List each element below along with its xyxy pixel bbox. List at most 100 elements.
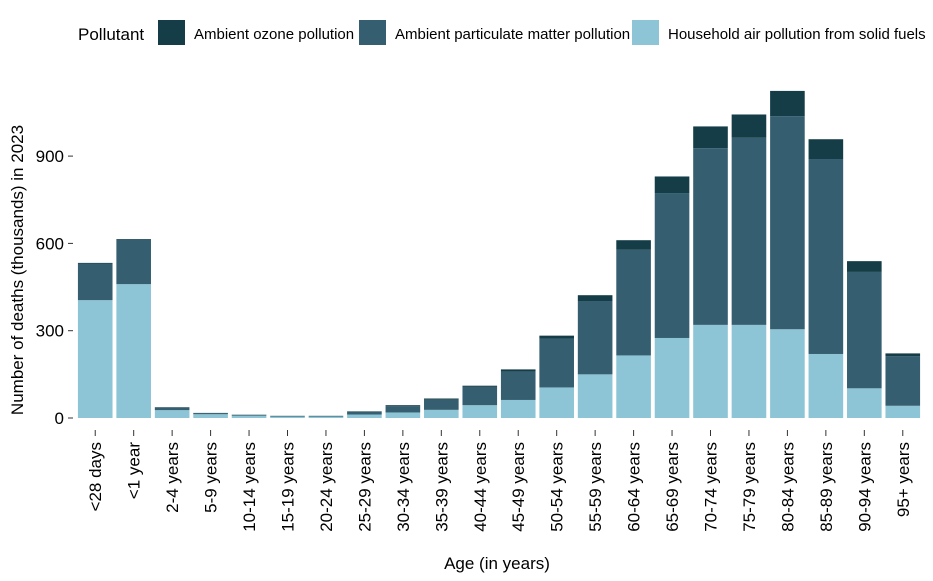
bar-15-19-years-household-air-pollution-from-solid-fuels bbox=[270, 416, 305, 418]
bar-5-9-years-household-air-pollution-from-solid-fuels bbox=[193, 414, 228, 418]
bar-60-64-years-household-air-pollution-from-solid-fuels bbox=[616, 355, 651, 418]
bar-90-94-years-household-air-pollution-from-solid-fuels bbox=[847, 388, 882, 418]
bar-20-24-years-household-air-pollution-from-solid-fuels bbox=[308, 416, 344, 418]
x-tick-label-30-34-years: 30-34 years bbox=[394, 442, 413, 532]
x-tick-label-25-29-years: 25-29 years bbox=[355, 442, 374, 532]
bar-28-days-household-air-pollution-from-solid-fuels bbox=[77, 300, 113, 418]
bar-30-34-years-ambient-particulate-matter-pollution bbox=[385, 406, 421, 413]
x-tick-label-15-19-years: 15-19 years bbox=[279, 442, 298, 532]
x-tick-label-75-79-years: 75-79 years bbox=[740, 442, 759, 532]
bar-group-5-9-years bbox=[193, 412, 228, 418]
bar-65-69-years-household-air-pollution-from-solid-fuels bbox=[654, 337, 690, 418]
bar-90-94-years-ambient-particulate-matter-pollution bbox=[847, 271, 882, 389]
bar-80-84-years-household-air-pollution-from-solid-fuels bbox=[770, 329, 805, 418]
legend-label-household-air-pollution-from-solid-fuels: Household air pollution from solid fuels bbox=[668, 26, 926, 43]
bar-10-14-years-household-air-pollution-from-solid-fuels bbox=[231, 415, 267, 418]
bar-55-59-years-ambient-ozone-pollution bbox=[577, 295, 613, 302]
bar-65-69-years-ambient-particulate-matter-pollution bbox=[654, 193, 690, 338]
x-tick-label-28-days: <28 days bbox=[86, 442, 105, 511]
bar-95-years-ambient-particulate-matter-pollution bbox=[885, 356, 921, 406]
y-tick-label-0: 0 bbox=[55, 409, 64, 428]
bar-35-39-years-ambient-ozone-pollution bbox=[424, 398, 459, 400]
bar-group-20-24-years bbox=[308, 415, 344, 418]
x-tick-label-60-64-years: 60-64 years bbox=[625, 442, 644, 532]
x-tick-label-70-74-years: 70-74 years bbox=[702, 442, 721, 532]
bar-28-days-ambient-particulate-matter-pollution bbox=[77, 263, 113, 301]
bar-20-24-years-ambient-particulate-matter-pollution bbox=[308, 415, 344, 417]
bar-group-95-years bbox=[885, 353, 921, 418]
legend-label-ambient-ozone-pollution: Ambient ozone pollution bbox=[194, 26, 354, 43]
x-tick-label-1-year: <1 year bbox=[125, 442, 144, 500]
x-tick-label-5-9-years: 5-9 years bbox=[202, 442, 221, 513]
bar-85-89-years-ambient-particulate-matter-pollution bbox=[808, 159, 844, 354]
bar-95-years-ambient-ozone-pollution bbox=[885, 353, 921, 357]
legend: Pollutant Ambient ozone pollution Ambient… bbox=[78, 20, 926, 45]
bar-45-49-years-ambient-particulate-matter-pollution bbox=[500, 371, 536, 400]
legend-item-ambient-particulate-matter-pollution: Ambient particulate matter pollution bbox=[359, 20, 630, 45]
bar-50-54-years-ambient-particulate-matter-pollution bbox=[539, 338, 574, 388]
x-tick-label-35-39-years: 35-39 years bbox=[432, 442, 451, 532]
bar-group-15-19-years bbox=[270, 415, 305, 418]
bar-75-79-years-household-air-pollution-from-solid-fuels bbox=[731, 324, 767, 418]
x-tick-label-80-84-years: 80-84 years bbox=[778, 442, 797, 532]
bar-group-70-74-years bbox=[693, 126, 728, 418]
legend-item-household-air-pollution-from-solid-fuels: Household air pollution from solid fuels bbox=[632, 20, 926, 45]
bar-group-2-4-years bbox=[154, 407, 190, 418]
x-tick-label-90-94-years: 90-94 years bbox=[855, 442, 874, 532]
bar-group-80-84-years bbox=[770, 90, 805, 418]
bar-group-65-69-years bbox=[654, 176, 690, 418]
legend-swatch-household-air-pollution-from-solid-fuels bbox=[632, 20, 659, 45]
bar-group-85-89-years bbox=[808, 139, 844, 418]
bar-group-50-54-years bbox=[539, 335, 574, 418]
bar-group-45-49-years bbox=[500, 369, 536, 418]
bar-group-10-14-years bbox=[231, 414, 267, 418]
bar-50-54-years-household-air-pollution-from-solid-fuels bbox=[539, 387, 574, 418]
bar-28-days-ambient-ozone-pollution bbox=[77, 262, 113, 264]
bar-1-year-ambient-particulate-matter-pollution bbox=[116, 239, 151, 285]
bar-70-74-years-household-air-pollution-from-solid-fuels bbox=[693, 324, 728, 418]
bar-60-64-years-ambient-particulate-matter-pollution bbox=[616, 249, 651, 356]
bar-75-79-years-ambient-particulate-matter-pollution bbox=[731, 137, 767, 325]
x-tick-label-55-59-years: 55-59 years bbox=[586, 442, 605, 532]
x-axis-title: Age (in years) bbox=[444, 554, 550, 573]
x-tick-label-85-89-years: 85-89 years bbox=[817, 442, 836, 532]
bar-1-year-household-air-pollution-from-solid-fuels bbox=[116, 284, 151, 418]
x-tick-label-65-69-years: 65-69 years bbox=[663, 442, 682, 532]
bar-60-64-years-ambient-ozone-pollution bbox=[616, 240, 651, 250]
y-axis-title: Number of deaths (thousands) in 2023 bbox=[8, 125, 27, 415]
bar-80-84-years-ambient-particulate-matter-pollution bbox=[770, 116, 805, 330]
bar-group-90-94-years bbox=[847, 261, 882, 418]
bar-group-75-79-years bbox=[731, 114, 767, 418]
bar-group-25-29-years bbox=[347, 411, 382, 418]
bar-group-60-64-years bbox=[616, 240, 651, 418]
bar-group-35-39-years bbox=[424, 398, 459, 418]
bar-group-40-44-years bbox=[462, 385, 498, 418]
legend-swatch-ambient-particulate-matter-pollution bbox=[359, 20, 386, 45]
bar-40-44-years-household-air-pollution-from-solid-fuels bbox=[462, 405, 498, 418]
bar-25-29-years-household-air-pollution-from-solid-fuels bbox=[347, 414, 382, 418]
bar-85-89-years-ambient-ozone-pollution bbox=[808, 139, 844, 160]
x-tick-label-45-49-years: 45-49 years bbox=[509, 442, 528, 532]
bar-65-69-years-ambient-ozone-pollution bbox=[654, 176, 690, 194]
bar-90-94-years-ambient-ozone-pollution bbox=[847, 261, 882, 272]
bar-95-years-household-air-pollution-from-solid-fuels bbox=[885, 405, 921, 418]
y-tick-label-900: 900 bbox=[36, 147, 64, 166]
bar-45-49-years-household-air-pollution-from-solid-fuels bbox=[500, 399, 536, 418]
bar-5-9-years-ambient-particulate-matter-pollution bbox=[193, 413, 228, 415]
x-tick-label-2-4-years: 2-4 years bbox=[163, 442, 182, 513]
bar-45-49-years-ambient-ozone-pollution bbox=[500, 369, 536, 372]
legend-title: Pollutant bbox=[78, 25, 144, 44]
bar-75-79-years-ambient-ozone-pollution bbox=[731, 114, 767, 138]
bar-group-55-59-years bbox=[577, 295, 613, 418]
bar-15-19-years-ambient-particulate-matter-pollution bbox=[270, 415, 305, 417]
bar-group-30-34-years bbox=[385, 405, 421, 418]
legend-item-ambient-ozone-pollution: Ambient ozone pollution bbox=[158, 20, 354, 45]
bar-2-4-years-ambient-particulate-matter-pollution bbox=[154, 407, 190, 411]
y-tick-label-300: 300 bbox=[36, 322, 64, 341]
bar-1-year-ambient-ozone-pollution bbox=[116, 239, 151, 240]
bar-40-44-years-ambient-particulate-matter-pollution bbox=[462, 386, 498, 406]
bar-10-14-years-ambient-particulate-matter-pollution bbox=[231, 414, 267, 416]
bar-2-4-years-household-air-pollution-from-solid-fuels bbox=[154, 410, 190, 418]
bars bbox=[77, 90, 921, 418]
